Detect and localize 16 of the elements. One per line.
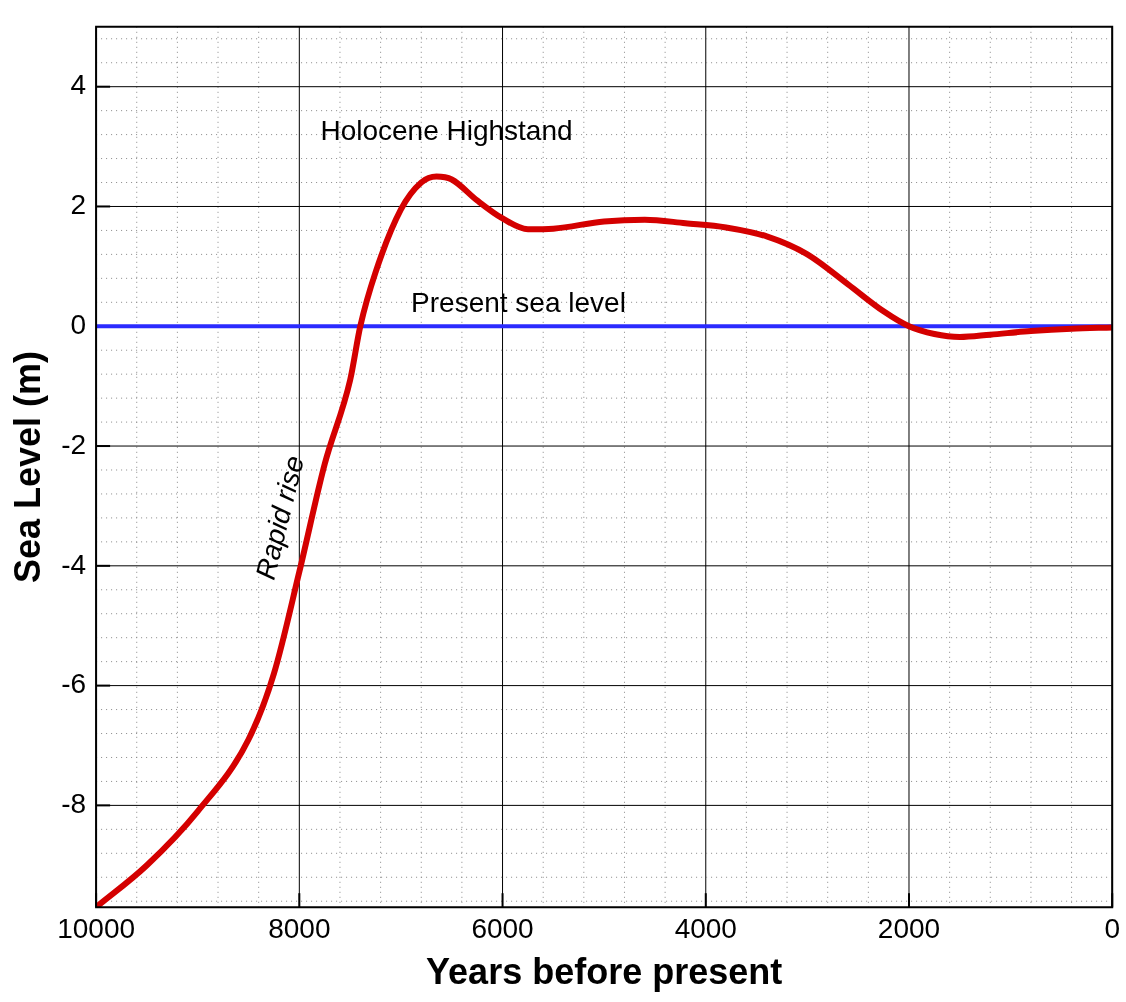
x-axis-title: Years before present <box>426 951 783 993</box>
y-tick-label: -4 <box>61 548 87 580</box>
x-tick-label: 4000 <box>674 912 737 944</box>
y-tick-label: -8 <box>61 788 87 820</box>
x-tick-label: 6000 <box>471 912 534 944</box>
y-tick-label: 0 <box>70 308 87 340</box>
y-tick-label: 2 <box>70 189 87 221</box>
x-tick-label: 8000 <box>268 912 331 944</box>
y-axis-title: Sea Level (m) <box>6 350 48 584</box>
x-tick-label: 10000 <box>57 912 136 944</box>
x-tick-label: 2000 <box>877 912 941 944</box>
x-tick-label: 0 <box>1104 912 1120 944</box>
annotation: Rapid rise <box>249 452 310 583</box>
y-tick-label: -6 <box>61 668 87 700</box>
y-tick-label: 4 <box>70 69 87 101</box>
y-tick-label: -2 <box>61 428 87 460</box>
